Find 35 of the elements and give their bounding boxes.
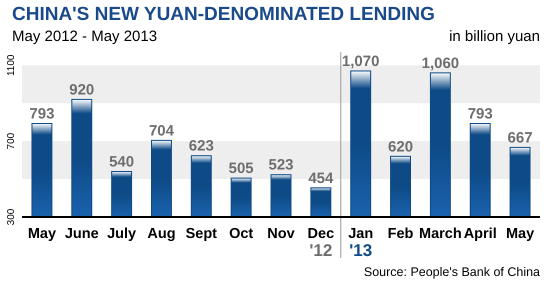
y-axis-title: in billion yuan: [449, 28, 540, 45]
data-label: 540: [109, 153, 134, 170]
text: '13: [349, 241, 372, 260]
data-label: 505: [228, 160, 254, 178]
x-tick-label: Jan: [348, 226, 374, 242]
y-tick-label: 1100: [6, 54, 17, 76]
x-tick-label: April: [464, 226, 497, 242]
y-tick-label: 700: [6, 132, 17, 150]
data-label: 920: [69, 81, 94, 98]
data-label: 704: [148, 122, 175, 140]
x-tick-label: Oct: [229, 226, 254, 242]
source-note: Source: People's Bank of China: [364, 265, 540, 279]
x-tick-label: June: [64, 226, 99, 242]
x-tick-label: Feb: [388, 226, 414, 242]
data-label: 793: [468, 106, 493, 122]
data-label: 454: [308, 170, 334, 187]
data-label: 623: [188, 138, 214, 155]
x-tick-label: March: [419, 226, 462, 242]
y-tick-label: 300: [6, 208, 17, 226]
x-tick-label: Sept: [186, 226, 218, 242]
x-tick-label: May: [506, 226, 534, 242]
x-tick-label: Dec: [308, 226, 334, 242]
x-tick-label: Nov: [267, 226, 295, 242]
chart-title: CHINA'S NEW YUAN-DENOMINATED LENDING: [12, 4, 435, 25]
x-tick-label: July: [107, 226, 136, 242]
data-label: 1,070: [342, 52, 380, 70]
x-tick-label: May: [28, 226, 56, 242]
x-tick-label: Aug: [147, 226, 176, 242]
data-label: 667: [508, 129, 533, 146]
data-label: 620: [388, 138, 414, 156]
data-label: 793: [29, 106, 54, 122]
text: '12: [309, 241, 332, 260]
chart-subtitle: May 2012 - May 2013: [12, 28, 158, 45]
data-label: 1,060: [422, 54, 460, 72]
data-label: 523: [268, 156, 294, 174]
